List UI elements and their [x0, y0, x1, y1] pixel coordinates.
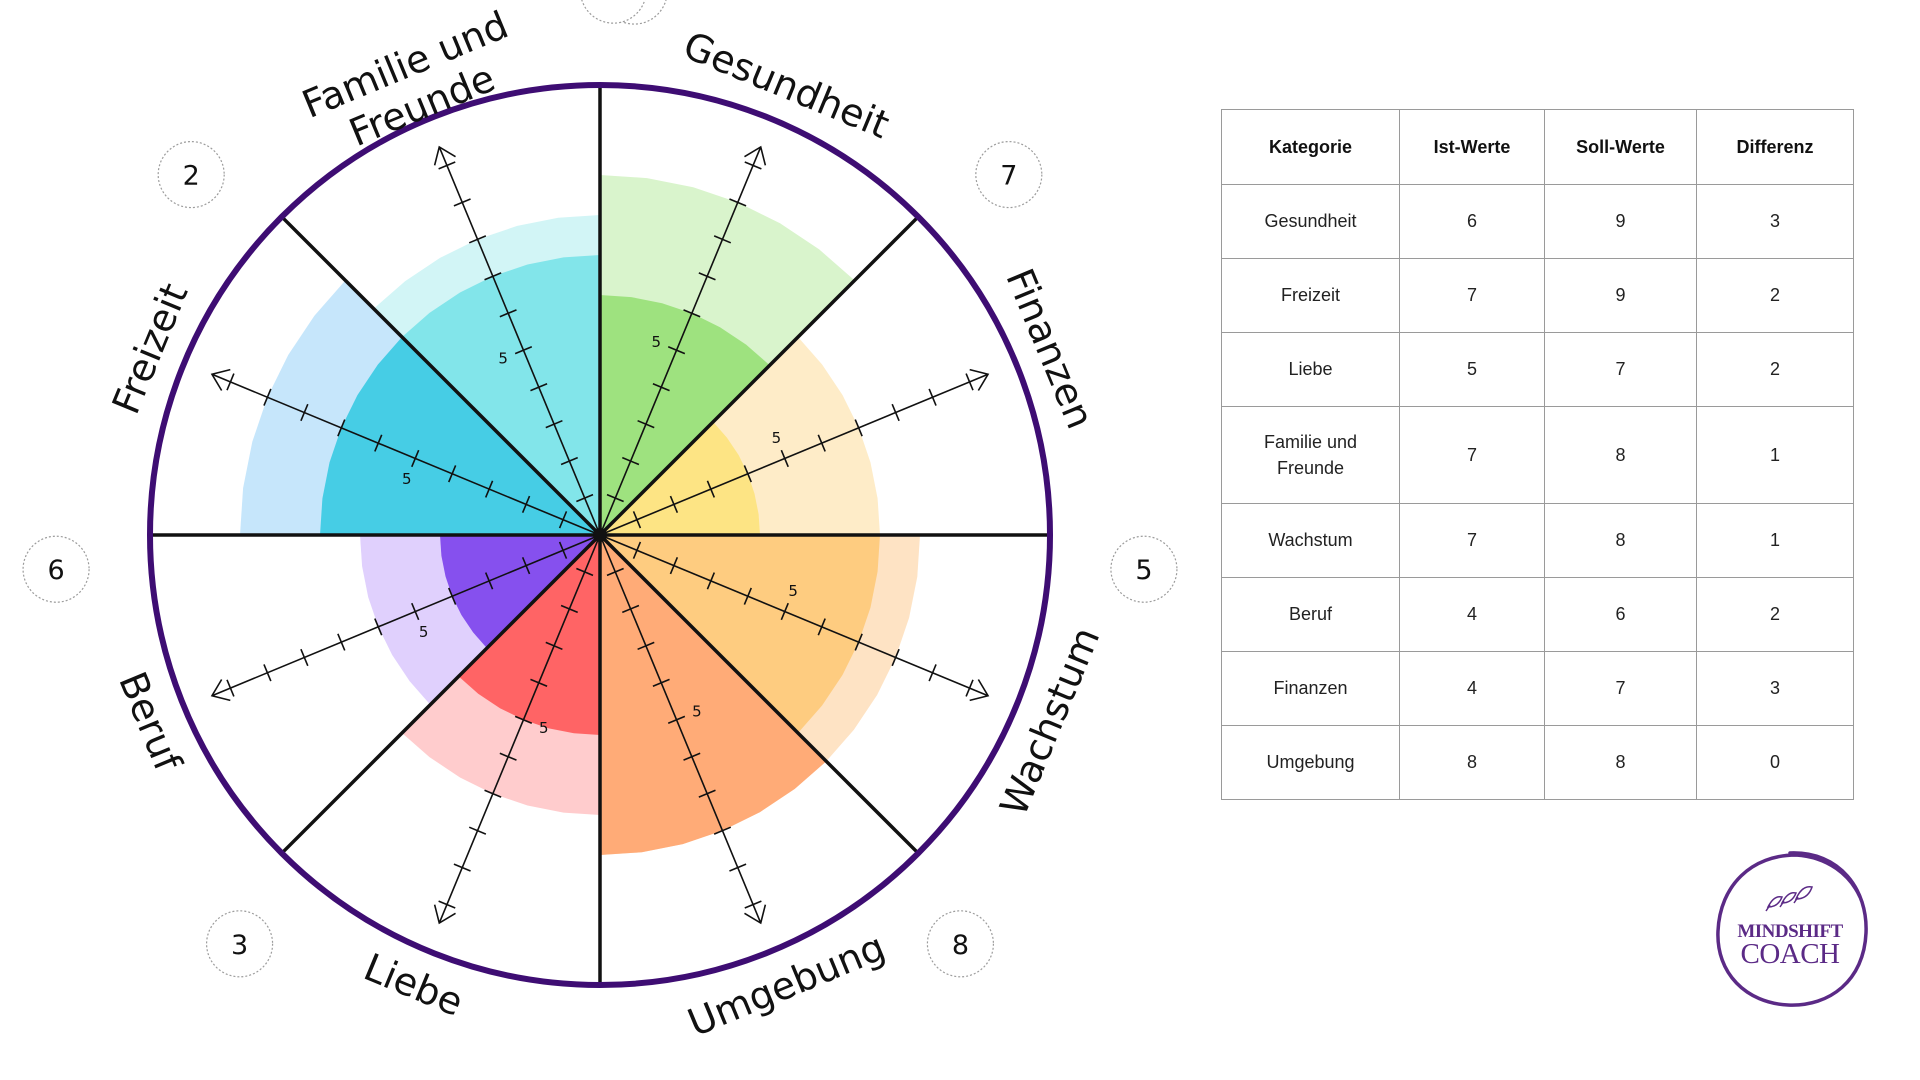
axis-tick: [966, 680, 973, 697]
sprout-icon: [1766, 887, 1812, 911]
badge-number: 2: [183, 161, 200, 192]
cell-differenz: 1: [1697, 504, 1854, 578]
badge-number: 6: [47, 555, 64, 586]
table-row: Finanzen 4 7 3: [1222, 652, 1854, 726]
cell-ist: 7: [1400, 259, 1545, 333]
axis-tick: [454, 864, 471, 871]
axis-tick: [929, 664, 936, 681]
cell-kategorie: Umgebung: [1222, 726, 1400, 800]
category-label: Beruf: [110, 666, 191, 779]
table-row: Gesundheit 6 9 3: [1222, 185, 1854, 259]
table-row: Wachstum 7 8 1: [1222, 504, 1854, 578]
axis-tick-label: 5: [788, 582, 798, 600]
logo-line-2: COACH: [1740, 938, 1840, 970]
cell-soll: 9: [1545, 259, 1697, 333]
badge-number: 3: [231, 930, 248, 961]
axis-tick: [745, 162, 762, 169]
cell-differenz: 2: [1697, 333, 1854, 407]
cell-kategorie: Gesundheit: [1222, 185, 1400, 259]
comparison-table: Kategorie Ist-Werte Soll-Werte Differenz…: [1221, 109, 1854, 800]
category-label-text: Liebe: [358, 945, 470, 1025]
cell-soll: 9: [1545, 185, 1697, 259]
badge-number: 5: [1135, 555, 1152, 586]
cell-differenz: 0: [1697, 726, 1854, 800]
cell-soll: 8: [1545, 407, 1697, 504]
cell-ist: 4: [1400, 578, 1545, 652]
axis-tick: [745, 901, 762, 908]
category-number-badge: 2: [158, 142, 224, 208]
badge-number: 4: [605, 0, 622, 7]
cell-ist: 7: [1400, 407, 1545, 504]
axis-tick-label: 5: [402, 470, 412, 488]
axis-tick: [301, 649, 308, 666]
cell-soll: 7: [1545, 652, 1697, 726]
badge-number: 7: [1000, 161, 1017, 192]
cell-soll: 6: [1545, 578, 1697, 652]
cell-soll: 7: [1545, 333, 1697, 407]
cell-ist: 7: [1400, 504, 1545, 578]
axis-tick: [469, 827, 486, 834]
category-label-text: Finanzen: [997, 262, 1102, 435]
cell-differenz: 2: [1697, 578, 1854, 652]
table-row: Umgebung 8 8 0: [1222, 726, 1854, 800]
cell-kategorie: Freizeit: [1222, 259, 1400, 333]
category-label-text: Beruf: [110, 666, 191, 779]
table-row: Freizeit 7 9 2: [1222, 259, 1854, 333]
axis-tick-label: 5: [419, 623, 429, 641]
axis-tick-label: 5: [772, 429, 782, 447]
cell-kategorie: Beruf: [1222, 578, 1400, 652]
cell-ist: 5: [1400, 333, 1545, 407]
category-number-badge: 5: [1111, 536, 1177, 602]
cell-differenz: 3: [1697, 652, 1854, 726]
axis-tick: [227, 374, 234, 391]
axis-tick: [892, 404, 899, 421]
axis-tick: [439, 901, 456, 908]
cell-ist: 6: [1400, 185, 1545, 259]
cell-differenz: 2: [1697, 259, 1854, 333]
table-row: Liebe 5 7 2: [1222, 333, 1854, 407]
wheel-hub: [593, 528, 607, 542]
category-label-text: Freizeit: [104, 277, 197, 420]
axis-tick-label: 5: [692, 702, 702, 720]
cell-ist: 4: [1400, 652, 1545, 726]
cell-kategorie: Familie und Freunde: [1222, 407, 1400, 504]
table-header-row: Kategorie Ist-Werte Soll-Werte Differenz: [1222, 110, 1854, 185]
axis-tick-label: 5: [498, 350, 508, 368]
axis-tick: [454, 199, 471, 206]
axis-tick: [929, 389, 936, 406]
category-label: Liebe: [358, 945, 470, 1025]
badge-number: 8: [952, 930, 969, 961]
header-ist-werte: Ist-Werte: [1400, 110, 1545, 185]
axis-tick-label: 5: [651, 333, 661, 351]
header-kategorie: Kategorie: [1222, 110, 1400, 185]
category-number-badge: 7: [976, 142, 1042, 208]
mindshift-coach-logo: MINDSHIFT COACH: [1710, 845, 1870, 1015]
category-number-badge: 3: [207, 911, 273, 977]
category-label: Freizeit: [104, 277, 197, 420]
axis-tick: [264, 664, 271, 681]
header-differenz: Differenz: [1697, 110, 1854, 185]
cell-ist: 8: [1400, 726, 1545, 800]
category-label: Finanzen: [997, 262, 1102, 435]
category-label: Familie undFreunde: [296, 3, 531, 168]
cell-kategorie: Liebe: [1222, 333, 1400, 407]
cell-differenz: 1: [1697, 407, 1854, 504]
header-soll-werte: Soll-Werte: [1545, 110, 1697, 185]
category-number-badge: 8: [927, 911, 993, 977]
axis-tick: [227, 680, 234, 697]
table-row: Familie und Freunde 7 8 1: [1222, 407, 1854, 504]
category-number-badge: 6: [23, 536, 89, 602]
cell-kategorie: Finanzen: [1222, 652, 1400, 726]
axis-tick: [338, 634, 345, 651]
axis-tick: [729, 864, 746, 871]
cell-differenz: 3: [1697, 185, 1854, 259]
axis-tick-label: 5: [539, 719, 549, 737]
axis-tick: [966, 374, 973, 391]
table-row: Beruf 4 6 2: [1222, 578, 1854, 652]
axis-tick: [439, 162, 456, 169]
cell-soll: 8: [1545, 726, 1697, 800]
cell-kategorie: Wachstum: [1222, 504, 1400, 578]
cell-soll: 8: [1545, 504, 1697, 578]
